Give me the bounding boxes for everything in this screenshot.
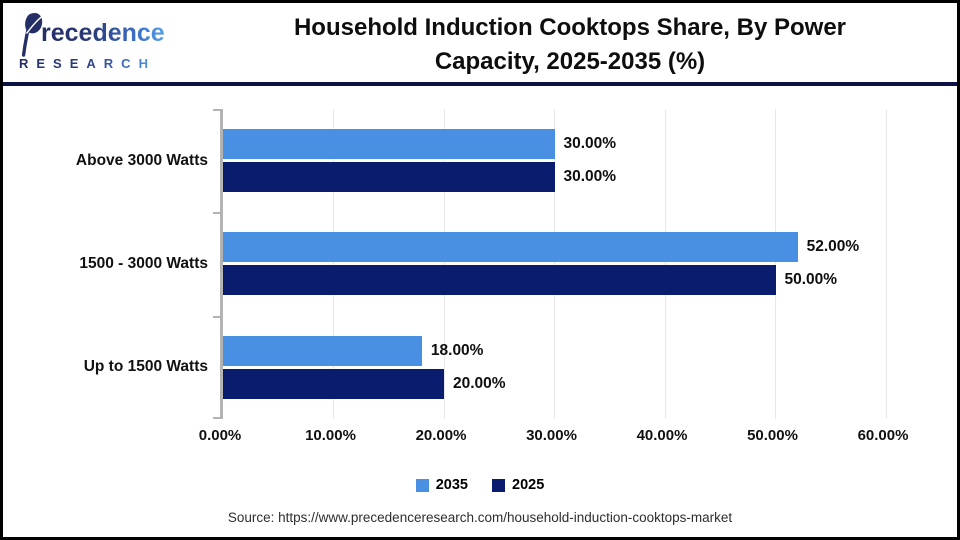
gridline-40 xyxy=(664,109,666,419)
x-axis-tick-label: 60.00% xyxy=(857,427,909,444)
bar-rows: 30.00% 30.00% 52.00% 50.00% 18.00% 20.00% xyxy=(223,109,941,419)
chart-title-line1: Household Induction Cooktops Share, By P… xyxy=(293,14,847,41)
legend-swatch-2025 xyxy=(492,478,505,492)
category-label: Above 3000 Watts xyxy=(75,151,208,169)
gridline-60 xyxy=(885,109,887,419)
x-axis-tick-label: 50.00% xyxy=(747,427,798,444)
category-label: Up to 1500 Watts xyxy=(83,358,208,376)
bar-value-label: 20.00% xyxy=(453,374,506,392)
gridline-10 xyxy=(333,109,334,419)
source-text: Source: https://www.precedenceresearch.c… xyxy=(227,510,733,525)
gridline-20 xyxy=(443,109,445,419)
bar-line: 18.00% xyxy=(223,335,941,366)
x-axis-tick-label: 0.00% xyxy=(198,427,242,444)
category-labels: Above 3000 Watts 1500 - 3000 Watts Up to 1… xyxy=(15,109,208,419)
bar-value-label: 50.00% xyxy=(784,271,838,289)
plot-area: 30.00% 30.00% 52.00% 50.00% 18.00% 20.00% xyxy=(213,109,941,419)
x-axis-tick-label: 30.00% xyxy=(526,427,577,444)
legend-swatch-2035 xyxy=(415,478,429,492)
bar-group-2: 52.00% 50.00% xyxy=(223,212,941,315)
bar-value-label: 30.00% xyxy=(563,168,617,186)
axis-tick xyxy=(213,417,223,419)
bar-2025 xyxy=(223,162,555,193)
bar-line: 20.00% xyxy=(223,368,941,399)
precedence-research-logo: recedence RESEARCH xyxy=(17,12,187,74)
legend-item-2035: 2035 xyxy=(415,477,468,493)
x-axis-labels: 0.00% 10.00% 20.00% 30.00% 40.00% 50.00% 60.00… xyxy=(199,427,938,449)
gridline-30 xyxy=(554,109,555,419)
x-axis-tick-label: 20.00% xyxy=(415,427,467,444)
gridline-50 xyxy=(775,109,776,419)
leaf-p-icon xyxy=(21,12,43,57)
logo-subtitle-text: RESEARCH xyxy=(19,56,156,71)
axis-tick xyxy=(213,109,223,111)
legend-item-2025: 2025 xyxy=(492,477,544,493)
bar-2035 xyxy=(223,232,798,263)
header: recedence RESEARCH Household Induction C… xyxy=(3,3,957,86)
axis-tick xyxy=(213,315,223,318)
bar-2035 xyxy=(223,129,555,160)
bar-value-label: 52.00% xyxy=(806,238,860,256)
bar-value-label: 18.00% xyxy=(430,341,484,359)
axis-tick xyxy=(213,212,223,215)
bar-value-label: 30.00% xyxy=(563,135,617,153)
bar-2025 xyxy=(223,265,776,296)
bar-group-3: 18.00% 20.00% xyxy=(223,316,941,419)
bar-2035 xyxy=(223,335,422,366)
bar-2025 xyxy=(223,368,444,399)
chart-title: Household Induction Cooktops Share, By P… xyxy=(198,11,942,79)
bar-line: 50.00% xyxy=(223,265,941,296)
x-axis-tick-label: 10.00% xyxy=(305,427,356,444)
bar-line: 52.00% xyxy=(223,232,941,263)
bar-line: 30.00% xyxy=(223,162,941,193)
legend-label-2025: 2025 xyxy=(512,477,545,493)
logo-brand-text: recedence xyxy=(41,10,165,56)
chart-title-line2: Capacity, 2025-2035 (%) xyxy=(434,48,706,75)
bar-group-1: 30.00% 30.00% xyxy=(223,109,941,212)
legend: 2035 2025 xyxy=(3,477,957,493)
bar-line: 30.00% xyxy=(223,129,941,160)
category-label: 1500 - 3000 Watts xyxy=(79,254,208,272)
legend-label-2035: 2035 xyxy=(435,477,468,493)
x-axis-tick-label: 40.00% xyxy=(636,427,688,444)
